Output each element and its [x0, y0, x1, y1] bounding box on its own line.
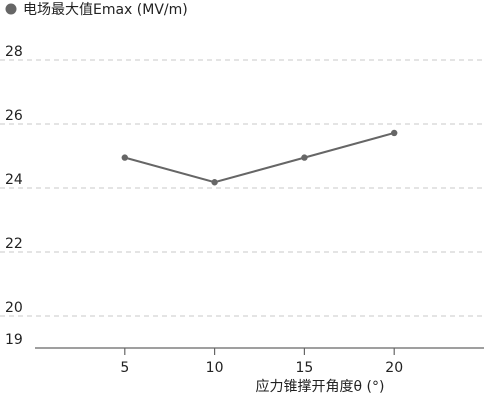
data-point: [391, 129, 398, 137]
y-tick-label: 22: [5, 236, 23, 252]
x-axis-ticks: [124, 348, 395, 355]
x-tick-label: 20: [385, 360, 403, 376]
x-tick-label: 10: [206, 360, 224, 376]
data-point: [121, 154, 128, 161]
data-point: [301, 154, 308, 161]
series-points: [121, 129, 398, 186]
legend-label: 电场最大值Emax (MV/m): [23, 2, 188, 18]
y-tick-label: 26: [5, 108, 23, 124]
grid-lines: [0, 59, 484, 317]
y-tick-label: 28: [5, 44, 23, 60]
legend-marker: [5, 3, 17, 15]
x-axis-title: 应力锥撑开角度θ (°): [256, 378, 385, 395]
y-tick-label: 19: [5, 332, 23, 348]
legend: 电场最大值Emax (MV/m): [5, 2, 188, 18]
data-point: [211, 179, 218, 186]
y-axis-labels: 28 26 24 22 20 19: [5, 44, 23, 348]
y-tick-label: 20: [5, 300, 23, 316]
y-tick-label: 24: [5, 172, 23, 188]
series-line: [124, 131, 395, 184]
x-axis-labels: 5 10 15 20: [120, 360, 403, 376]
x-tick-label: 15: [295, 360, 313, 376]
x-tick-label: 5: [120, 360, 129, 376]
